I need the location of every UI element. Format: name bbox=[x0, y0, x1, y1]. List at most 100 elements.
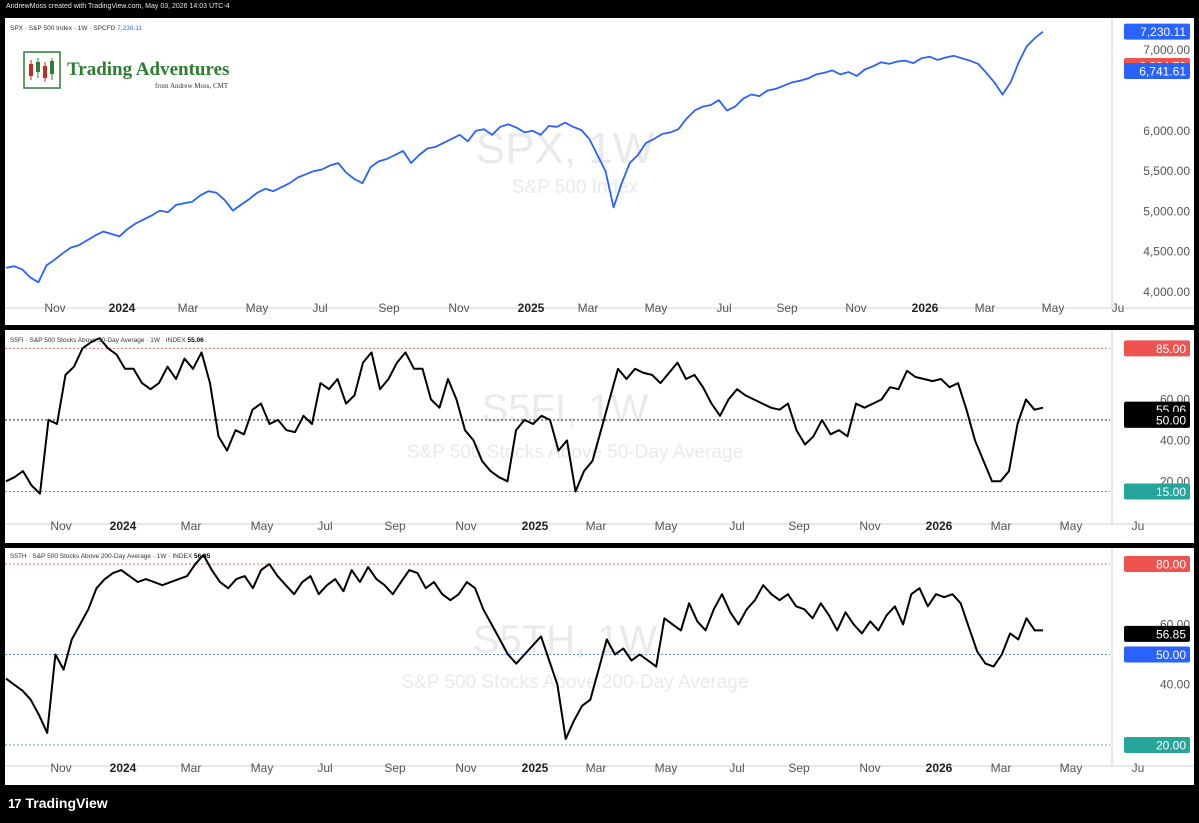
time-axis-label: 2025 bbox=[522, 519, 549, 533]
footer-brand: TradingView bbox=[25, 795, 108, 811]
time-axis-label: 2026 bbox=[926, 761, 953, 775]
y-tick-label: 4,000.00 bbox=[1143, 285, 1190, 299]
price-tag-box bbox=[1124, 340, 1190, 357]
time-axis-label: Mar bbox=[991, 761, 1012, 775]
price-tag-box bbox=[1124, 625, 1190, 642]
time-axis-label: Jul bbox=[716, 301, 731, 315]
y-tick-label: 5,500.00 bbox=[1143, 164, 1190, 178]
time-axis-label: Jul bbox=[729, 519, 744, 533]
attribution-text: AndrewMoss created with TradingView.com,… bbox=[6, 3, 230, 10]
watermark-description: S&P 500 Stocks Above 50-Day Average bbox=[407, 442, 743, 463]
price-tag-box bbox=[1124, 736, 1190, 753]
time-axis-label: 2026 bbox=[912, 301, 939, 315]
candle-body bbox=[36, 62, 40, 72]
time-axis-label: Jul bbox=[317, 519, 332, 533]
time-axis-label: Jul bbox=[317, 761, 332, 775]
time-axis-label: Nov bbox=[448, 301, 469, 315]
time-axis-label: May bbox=[1042, 301, 1065, 315]
price-tag-box bbox=[1124, 483, 1190, 500]
time-axis-label: Nov bbox=[845, 301, 866, 315]
candle-body bbox=[29, 64, 33, 76]
series-line bbox=[5, 30, 1044, 284]
watermark-symbol: SPX, 1W bbox=[476, 124, 655, 173]
price-tag-label: 20.00 bbox=[1156, 738, 1186, 752]
time-axis-label: Sep bbox=[384, 519, 406, 533]
time-axis-label: 2024 bbox=[109, 301, 136, 315]
time-axis-label: Ju bbox=[1132, 761, 1145, 775]
y-tick-label: 4,500.00 bbox=[1143, 245, 1190, 259]
time-axis-label: Nov bbox=[50, 761, 71, 775]
watermark-symbol: S5FI, 1W bbox=[482, 387, 649, 431]
legend-value: 7,230.11 bbox=[117, 25, 142, 32]
time-axis-label: 2026 bbox=[926, 519, 953, 533]
time-axis-label: Mar bbox=[586, 761, 607, 775]
time-axis-label: 2024 bbox=[110, 519, 137, 533]
y-tick-label: 40.00 bbox=[1160, 433, 1190, 447]
price-tag-label: 50.00 bbox=[1156, 413, 1186, 427]
price-tag-label: 15.00 bbox=[1156, 485, 1186, 499]
spx-panel: SPX, 1W S&P 500 Index 7,000.00 6,000.00 5,50… bbox=[5, 18, 1194, 325]
time-axis-label: Sep bbox=[788, 761, 810, 775]
time-axis-label: Sep bbox=[384, 761, 406, 775]
time-axis-label: 2025 bbox=[518, 301, 545, 315]
time-axis-label: Mar bbox=[991, 519, 1012, 533]
series-line bbox=[5, 337, 1044, 495]
s5fi-chart: S5FI, 1W S&P 500 Stocks Above 50-Day Aver… bbox=[5, 330, 1194, 533]
time-axis-label: Nov bbox=[44, 301, 65, 315]
series-line bbox=[5, 554, 1043, 740]
legend-value: 55.06 bbox=[188, 337, 205, 344]
legend-text: S5FI · S&P 500 Stocks Above 50-Day Avera… bbox=[10, 337, 204, 344]
y-tick-label: 40.00 bbox=[1160, 678, 1190, 692]
branding-title: Trading Adventures bbox=[67, 59, 229, 80]
time-axis-label: Mar bbox=[178, 301, 199, 315]
branding-subtitle: from Andrew Moss, CMT bbox=[155, 82, 229, 90]
price-tag-label: 56.85 bbox=[1156, 627, 1186, 641]
time-axis-label: Sep bbox=[788, 519, 810, 533]
time-axis-label: Nov bbox=[455, 761, 476, 775]
tradingview-footer: 17 TradingView bbox=[8, 795, 108, 811]
y-tick-label: 6,000.00 bbox=[1143, 124, 1190, 138]
price-tag-label: 50.00 bbox=[1156, 648, 1186, 662]
y-tick-label: 7,000.00 bbox=[1143, 43, 1190, 57]
price-tag-label: 80.00 bbox=[1156, 558, 1186, 572]
price-tag-label: 7,230.11 bbox=[1140, 25, 1186, 39]
time-axis-label: 2025 bbox=[522, 761, 549, 775]
time-axis-label: Sep bbox=[378, 301, 400, 315]
tradingview-logo-icon: 17 bbox=[8, 796, 22, 811]
time-axis-label: Nov bbox=[859, 761, 880, 775]
price-tag-box bbox=[1124, 556, 1190, 573]
time-axis-label: Ju bbox=[1132, 519, 1145, 533]
candle-body bbox=[43, 66, 47, 78]
legend-text: S5TH · S&P 500 Stocks Above 200-Day Aver… bbox=[10, 553, 211, 560]
time-axis-label: May bbox=[655, 519, 678, 533]
time-axis-label: May bbox=[645, 301, 668, 315]
time-axis-label: Jul bbox=[729, 761, 744, 775]
price-tag-label: 85.00 bbox=[1156, 342, 1186, 356]
s5fi-panel: S5FI, 1W S&P 500 Stocks Above 50-Day Aver… bbox=[5, 330, 1194, 543]
s5th-chart: S5TH, 1WS&P 500 Stocks Above 200-Day Ave… bbox=[5, 548, 1194, 775]
watermark-description: S&P 500 Index bbox=[512, 177, 639, 198]
time-axis-label: Sep bbox=[776, 301, 798, 315]
s5th-panel: S5TH, 1W S&P 500 Stocks Above 200-Day Ave… bbox=[5, 548, 1194, 785]
time-axis-label: Mar bbox=[586, 519, 607, 533]
time-axis-label: Mar bbox=[975, 301, 996, 315]
time-axis-label: 2024 bbox=[110, 761, 137, 775]
price-tag-box bbox=[1124, 63, 1190, 80]
price-tag-label: 6,741.61 bbox=[1139, 65, 1186, 79]
price-tag-box bbox=[1124, 411, 1190, 428]
time-axis-label: Ju bbox=[1112, 301, 1125, 315]
spx-chart: SPX, 1W S&P 500 Index 7,000.00 6,000.00 5,50… bbox=[5, 18, 1194, 315]
time-axis-label: Mar bbox=[578, 301, 599, 315]
time-axis-label: May bbox=[251, 519, 274, 533]
time-axis-label: Nov bbox=[859, 519, 880, 533]
time-axis-label: May bbox=[251, 761, 274, 775]
time-axis-label: May bbox=[246, 301, 269, 315]
time-axis-label: Nov bbox=[455, 519, 476, 533]
time-axis-label: May bbox=[1060, 761, 1083, 775]
time-axis-label: May bbox=[1060, 519, 1083, 533]
time-axis-label: May bbox=[655, 761, 678, 775]
y-tick-label: 5,000.00 bbox=[1143, 204, 1190, 218]
time-axis-label: Mar bbox=[181, 761, 202, 775]
legend-value: 56.85 bbox=[194, 553, 211, 560]
